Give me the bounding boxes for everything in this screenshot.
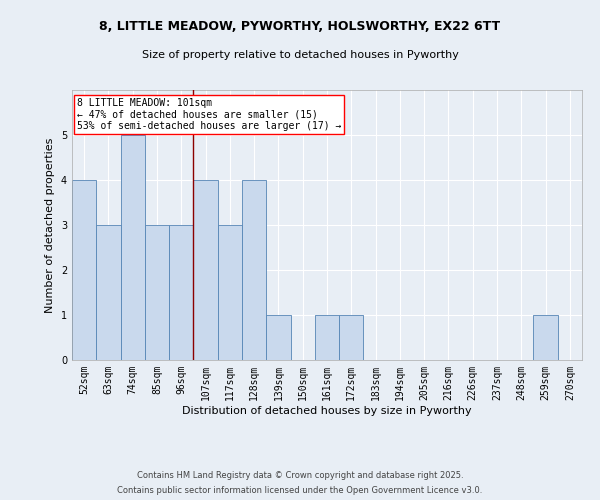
- Text: Contains public sector information licensed under the Open Government Licence v3: Contains public sector information licen…: [118, 486, 482, 495]
- Bar: [315, 315, 339, 360]
- Bar: [339, 315, 364, 360]
- Bar: [121, 135, 145, 360]
- Bar: [145, 225, 169, 360]
- Bar: [533, 315, 558, 360]
- Bar: [169, 225, 193, 360]
- Text: Contains HM Land Registry data © Crown copyright and database right 2025.: Contains HM Land Registry data © Crown c…: [137, 471, 463, 480]
- Bar: [266, 315, 290, 360]
- Text: 8, LITTLE MEADOW, PYWORTHY, HOLSWORTHY, EX22 6TT: 8, LITTLE MEADOW, PYWORTHY, HOLSWORTHY, …: [100, 20, 500, 33]
- Bar: [193, 180, 218, 360]
- X-axis label: Distribution of detached houses by size in Pyworthy: Distribution of detached houses by size …: [182, 406, 472, 415]
- Bar: [242, 180, 266, 360]
- Text: 8 LITTLE MEADOW: 101sqm
← 47% of detached houses are smaller (15)
53% of semi-de: 8 LITTLE MEADOW: 101sqm ← 47% of detache…: [77, 98, 341, 132]
- Bar: [72, 180, 96, 360]
- Bar: [218, 225, 242, 360]
- Bar: [96, 225, 121, 360]
- Y-axis label: Number of detached properties: Number of detached properties: [46, 138, 55, 312]
- Text: Size of property relative to detached houses in Pyworthy: Size of property relative to detached ho…: [142, 50, 458, 60]
